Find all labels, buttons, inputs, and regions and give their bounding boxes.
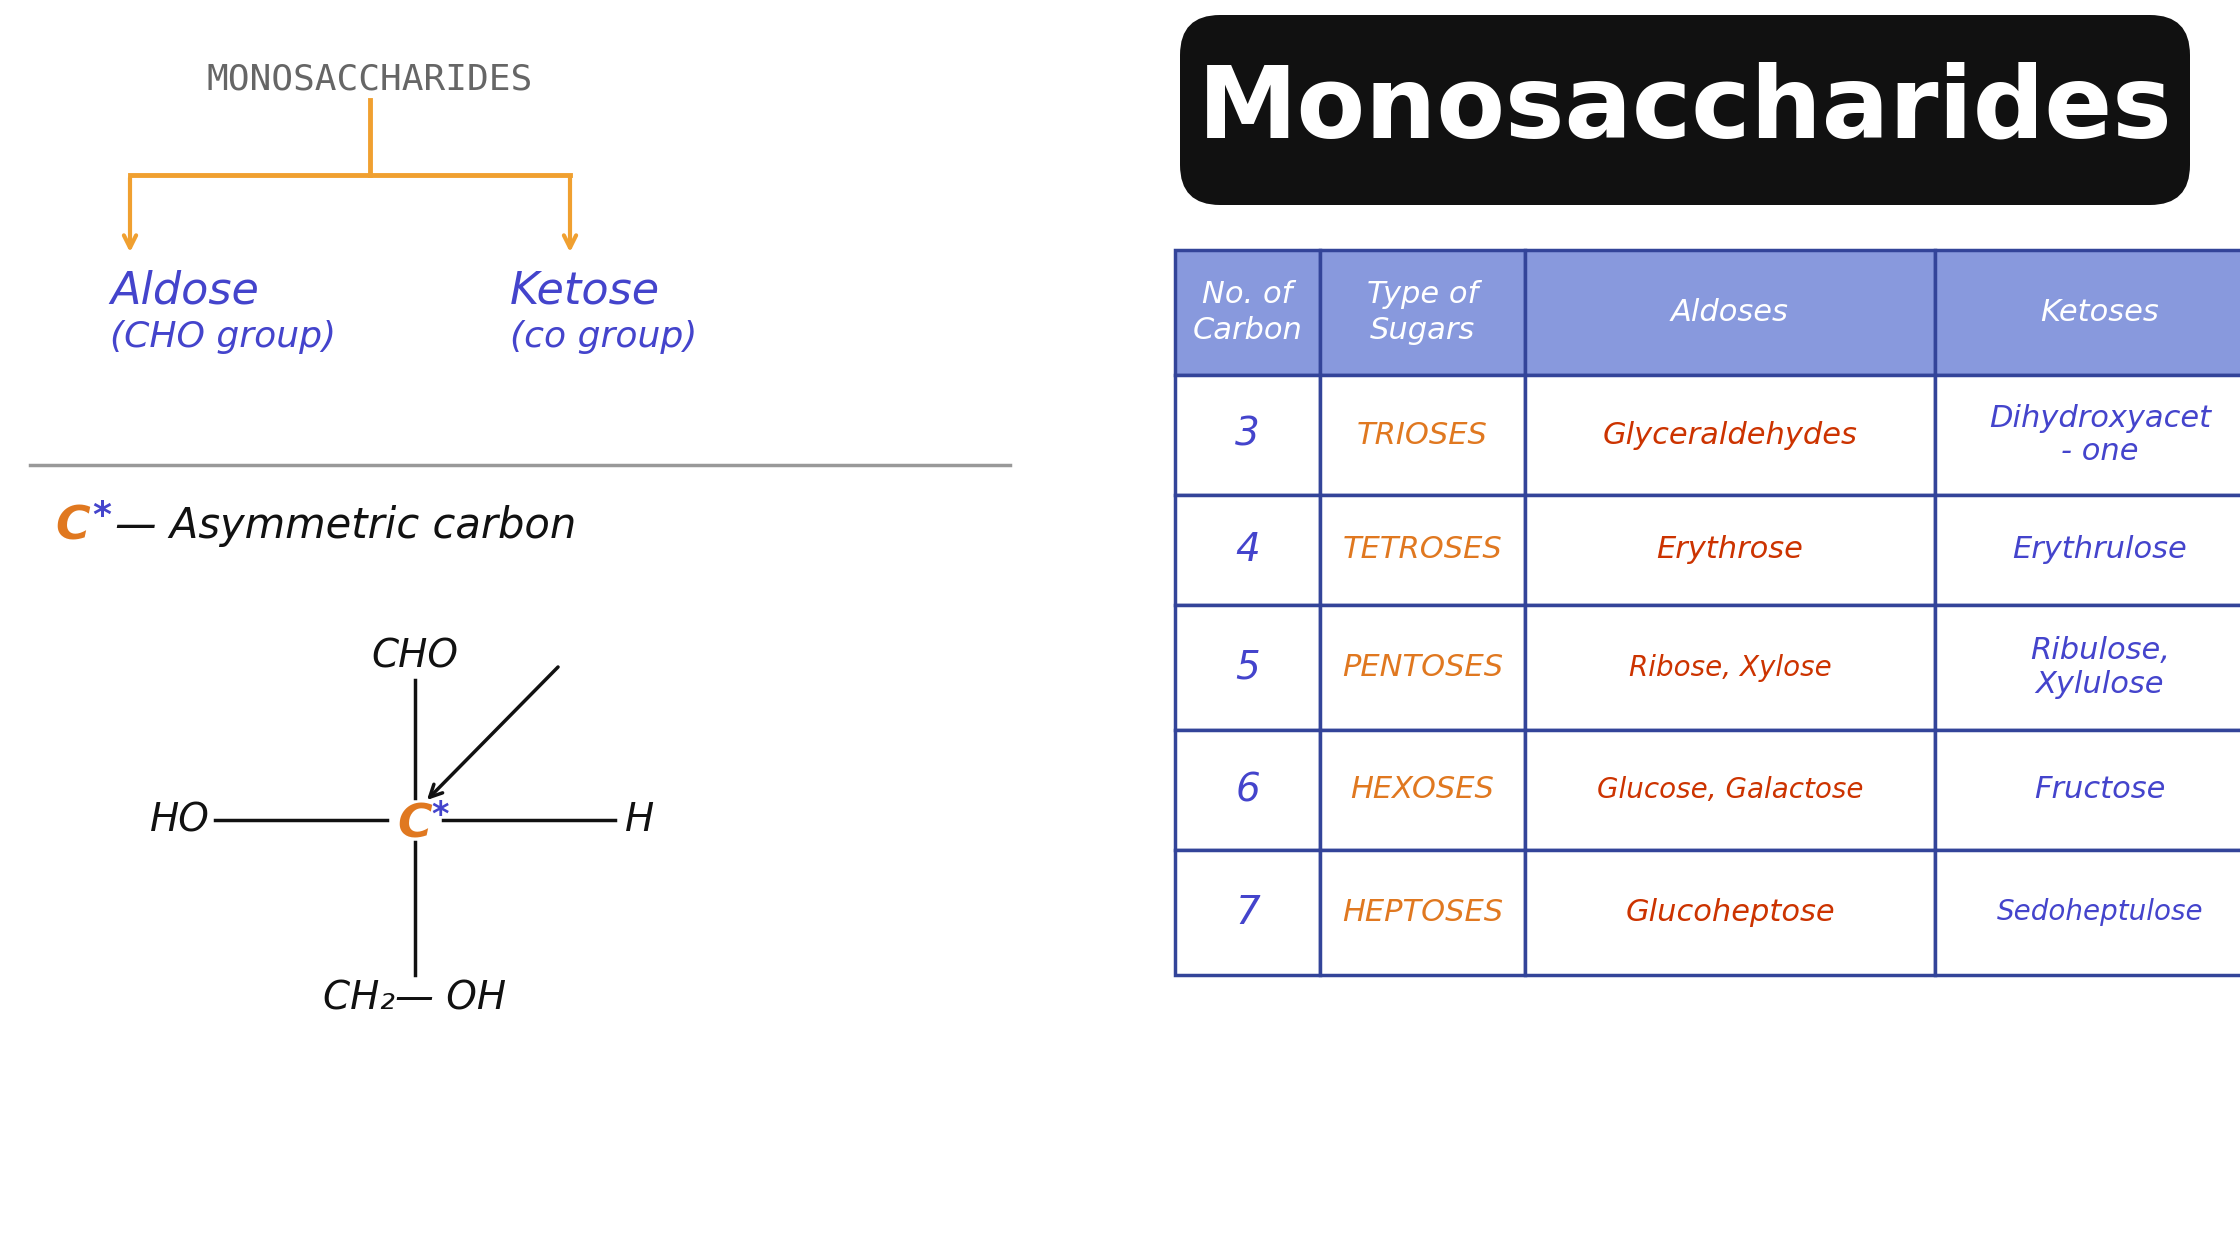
Text: No. of
Carbon: No. of Carbon xyxy=(1192,280,1301,345)
Text: C: C xyxy=(396,803,432,848)
Text: 5: 5 xyxy=(1234,649,1259,687)
Bar xyxy=(1525,605,1935,730)
Text: Ketose: Ketose xyxy=(511,270,661,312)
Text: Glucose, Galactose: Glucose, Galactose xyxy=(1597,776,1864,804)
Text: MONOSACCHARIDES: MONOSACCHARIDES xyxy=(206,63,533,97)
Bar xyxy=(1525,850,1935,975)
Bar xyxy=(1319,375,1525,495)
Bar xyxy=(1176,850,1319,975)
Bar xyxy=(1525,730,1935,851)
Text: 6: 6 xyxy=(1234,771,1259,809)
Bar xyxy=(1176,249,1319,375)
Bar xyxy=(1319,605,1525,730)
Text: 7: 7 xyxy=(1234,893,1259,931)
Text: *: * xyxy=(92,499,112,533)
Text: Erythrulose: Erythrulose xyxy=(2012,536,2188,564)
Text: Ribulose,
Xylulose: Ribulose, Xylulose xyxy=(2029,636,2171,699)
Text: TETROSES: TETROSES xyxy=(1342,536,1503,564)
Text: PENTOSES: PENTOSES xyxy=(1342,653,1503,682)
Text: *: * xyxy=(430,800,448,833)
Text: Type of
Sugars: Type of Sugars xyxy=(1366,280,1478,345)
Text: Aldose: Aldose xyxy=(110,270,260,312)
Bar xyxy=(1176,495,1319,605)
Bar xyxy=(1935,730,2240,851)
Text: (co group): (co group) xyxy=(511,320,697,354)
Bar xyxy=(1176,375,1319,495)
Text: CHO: CHO xyxy=(372,638,459,675)
Text: Ribose, Xylose: Ribose, Xylose xyxy=(1628,654,1832,682)
Text: H: H xyxy=(625,801,654,839)
Bar xyxy=(1319,495,1525,605)
Text: Dihydroxyacet
- one: Dihydroxyacet - one xyxy=(1989,403,2211,466)
Bar xyxy=(1525,495,1935,605)
Text: HEXOSES: HEXOSES xyxy=(1351,775,1494,804)
Bar xyxy=(1176,730,1319,851)
Bar xyxy=(1935,249,2240,375)
Text: Glyceraldehydes: Glyceraldehydes xyxy=(1602,421,1857,450)
Text: HO: HO xyxy=(150,801,211,839)
Bar xyxy=(1935,375,2240,495)
Text: TRIOSES: TRIOSES xyxy=(1357,421,1487,450)
Text: Sedoheptulose: Sedoheptulose xyxy=(1996,898,2204,926)
FancyBboxPatch shape xyxy=(1180,15,2191,205)
Bar xyxy=(1319,249,1525,375)
Text: 3: 3 xyxy=(1234,416,1259,454)
Text: 4: 4 xyxy=(1234,530,1259,570)
Text: Erythrose: Erythrose xyxy=(1658,536,1803,564)
Bar xyxy=(1935,850,2240,975)
Bar xyxy=(1935,605,2240,730)
Bar xyxy=(1319,730,1525,851)
Text: HEPTOSES: HEPTOSES xyxy=(1342,898,1503,927)
Bar xyxy=(1935,495,2240,605)
Bar xyxy=(1525,249,1935,375)
Text: CH₂— OH: CH₂— OH xyxy=(323,980,506,1018)
Text: C: C xyxy=(56,505,90,551)
Text: Monosaccharides: Monosaccharides xyxy=(1198,62,2173,159)
Bar xyxy=(1525,375,1935,495)
Bar xyxy=(1176,605,1319,730)
Text: (CHO group): (CHO group) xyxy=(110,320,336,354)
Bar xyxy=(1319,850,1525,975)
Text: Ketoses: Ketoses xyxy=(2041,299,2159,328)
Text: Fructose: Fructose xyxy=(2034,775,2166,804)
Text: — Asymmetric carbon: — Asymmetric carbon xyxy=(114,505,576,547)
Text: Glucoheptose: Glucoheptose xyxy=(1626,898,1835,927)
Text: Aldoses: Aldoses xyxy=(1671,299,1790,328)
